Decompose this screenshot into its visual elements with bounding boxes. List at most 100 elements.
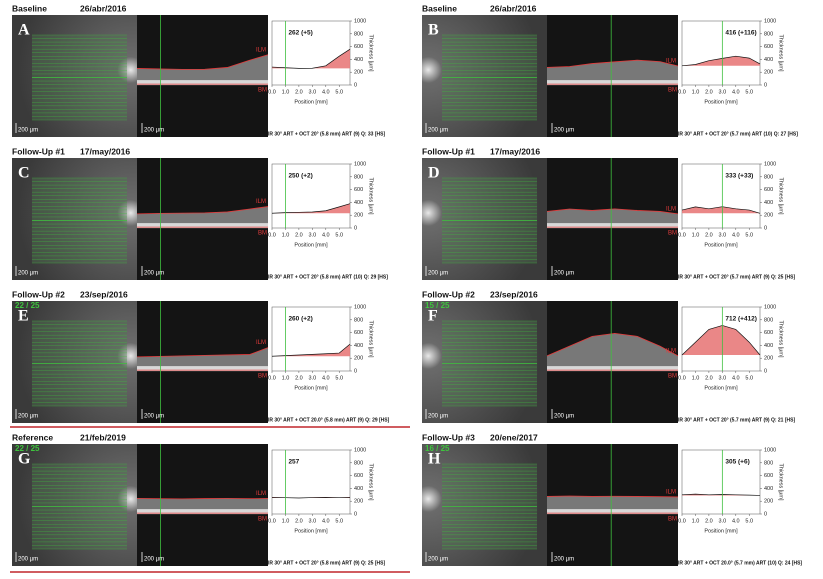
x-axis-label: Position [mm] — [294, 385, 328, 391]
y-tick-label: 400 — [764, 486, 773, 492]
acquisition-info: IR 30° ART + OCT 20.0° (5.7 mm) ART (10)… — [678, 560, 802, 566]
thickness-excess — [682, 206, 760, 214]
x-tick-label: 4.0 — [732, 89, 740, 95]
y-tick-label: 0 — [764, 368, 767, 374]
ilm-label: ILM — [666, 59, 676, 65]
y-tick-label: 600 — [764, 473, 773, 479]
y-tick-label: 200 — [764, 70, 773, 76]
y-tick-label: 200 — [354, 356, 363, 362]
thickness-excess — [682, 325, 760, 355]
y-tick-label: 400 — [764, 343, 773, 349]
panel-letter: F — [428, 308, 438, 325]
ilm-label: ILM — [666, 348, 676, 354]
plot-frame — [681, 163, 761, 229]
scale-label: 200 µm — [18, 414, 38, 420]
x-tick-label: 5.0 — [745, 518, 753, 524]
plot-frame — [681, 20, 761, 86]
retina — [547, 208, 678, 226]
scale-label: 200 µm — [144, 271, 164, 277]
x-tick-label: 0.0 — [268, 375, 276, 381]
y-tick-label: 600 — [354, 44, 363, 50]
scale-label: 200 µm — [428, 128, 448, 134]
acquisition-info: IR 30° ART + OCT 20° (5.8 mm) ART (10) Q… — [268, 274, 388, 280]
bm-label: BM — [258, 517, 267, 523]
y-tick-label: 200 — [354, 70, 363, 76]
retina — [137, 347, 268, 369]
acquisition-info: IR 30° ART + OCT 20° (5.7 mm) ART (9) Q:… — [678, 417, 795, 423]
panel-title: Follow-Up #2 — [422, 289, 475, 299]
x-tick-label: 4.0 — [322, 232, 330, 238]
thickness-profile — [271, 497, 351, 499]
fundus-image — [12, 301, 137, 423]
bm-label: BM — [668, 374, 677, 380]
scale-label: 200 µm — [554, 128, 574, 134]
y-tick-label: 800 — [354, 174, 363, 180]
y-axis-label: Thickness [µm] — [778, 34, 784, 72]
center-thickness: 712 (+412) — [725, 316, 757, 323]
x-tick-label: 0.0 — [678, 232, 686, 238]
rpe-band — [547, 366, 678, 372]
y-tick-label: 0 — [764, 511, 767, 517]
y-axis-label: Thickness [µm] — [368, 177, 374, 215]
fundus-image — [422, 301, 547, 423]
y-tick-label: 1000 — [764, 304, 776, 310]
y-axis-label: Thickness [µm] — [368, 320, 374, 358]
retina — [547, 60, 678, 83]
y-tick-label: 600 — [764, 187, 773, 193]
x-tick-label: 2.0 — [705, 89, 713, 95]
scale-label: 200 µm — [144, 557, 164, 563]
ilm-line — [546, 495, 679, 498]
thickness-excess — [272, 203, 350, 214]
y-tick-label: 200 — [764, 499, 773, 505]
x-tick-label: 2.0 — [295, 375, 303, 381]
x-tick-label: 5.0 — [745, 232, 753, 238]
y-tick-label: 200 — [764, 356, 773, 362]
x-tick-label: 0.0 — [268, 89, 276, 95]
y-tick-label: 0 — [354, 225, 357, 231]
acquisition-info: IR 30° ART + OCT 20.0° (5.8 mm) ART (9) … — [268, 417, 390, 423]
thickness-excess — [682, 56, 760, 66]
rpe-band — [547, 509, 678, 515]
y-tick-label: 200 — [354, 499, 363, 505]
x-tick-label: 3.0 — [309, 375, 317, 381]
panel-date: 21/feb/2019 — [80, 432, 126, 442]
panel-letter: C — [18, 165, 30, 182]
x-axis-label: Position [mm] — [294, 242, 328, 248]
y-tick-label: 1000 — [354, 447, 366, 453]
y-tick-label: 0 — [764, 225, 767, 231]
scan-counter: 22 / 25 — [15, 444, 40, 453]
center-thickness: 305 (+6) — [725, 459, 749, 466]
ilm-label: ILM — [666, 490, 676, 496]
scale-label: 200 µm — [144, 128, 164, 134]
retina — [137, 498, 268, 512]
panel-date: 17/may/2016 — [490, 146, 540, 156]
bm-label: BM — [258, 231, 267, 237]
scale-label: 200 µm — [554, 414, 574, 420]
rpe-band — [137, 366, 268, 372]
y-tick-label: 800 — [764, 460, 773, 466]
x-tick-label: 2.0 — [295, 232, 303, 238]
plot-frame — [681, 449, 761, 515]
y-tick-label: 200 — [354, 213, 363, 219]
x-axis-label: Position [mm] — [704, 528, 738, 534]
y-tick-label: 400 — [354, 343, 363, 349]
y-tick-label: 1000 — [764, 161, 776, 167]
ilm-label: ILM — [256, 199, 266, 205]
y-tick-label: 400 — [354, 486, 363, 492]
y-tick-label: 600 — [354, 330, 363, 336]
y-tick-label: 800 — [764, 317, 773, 323]
x-tick-label: 1.0 — [692, 375, 700, 381]
panel-title: Follow-Up #3 — [422, 432, 475, 442]
panel-title: Follow-Up #1 — [12, 146, 65, 156]
bm-label: BM — [668, 88, 677, 94]
scale-label: 200 µm — [144, 414, 164, 420]
x-tick-label: 5.0 — [335, 518, 343, 524]
x-tick-label: 0.0 — [678, 518, 686, 524]
rpe-band — [137, 80, 268, 86]
y-tick-label: 1000 — [354, 304, 366, 310]
y-tick-label: 400 — [354, 57, 363, 63]
x-axis-label: Position [mm] — [704, 385, 738, 391]
x-tick-label: 3.0 — [719, 89, 727, 95]
x-tick-label: 3.0 — [719, 518, 727, 524]
y-tick-label: 400 — [354, 200, 363, 206]
